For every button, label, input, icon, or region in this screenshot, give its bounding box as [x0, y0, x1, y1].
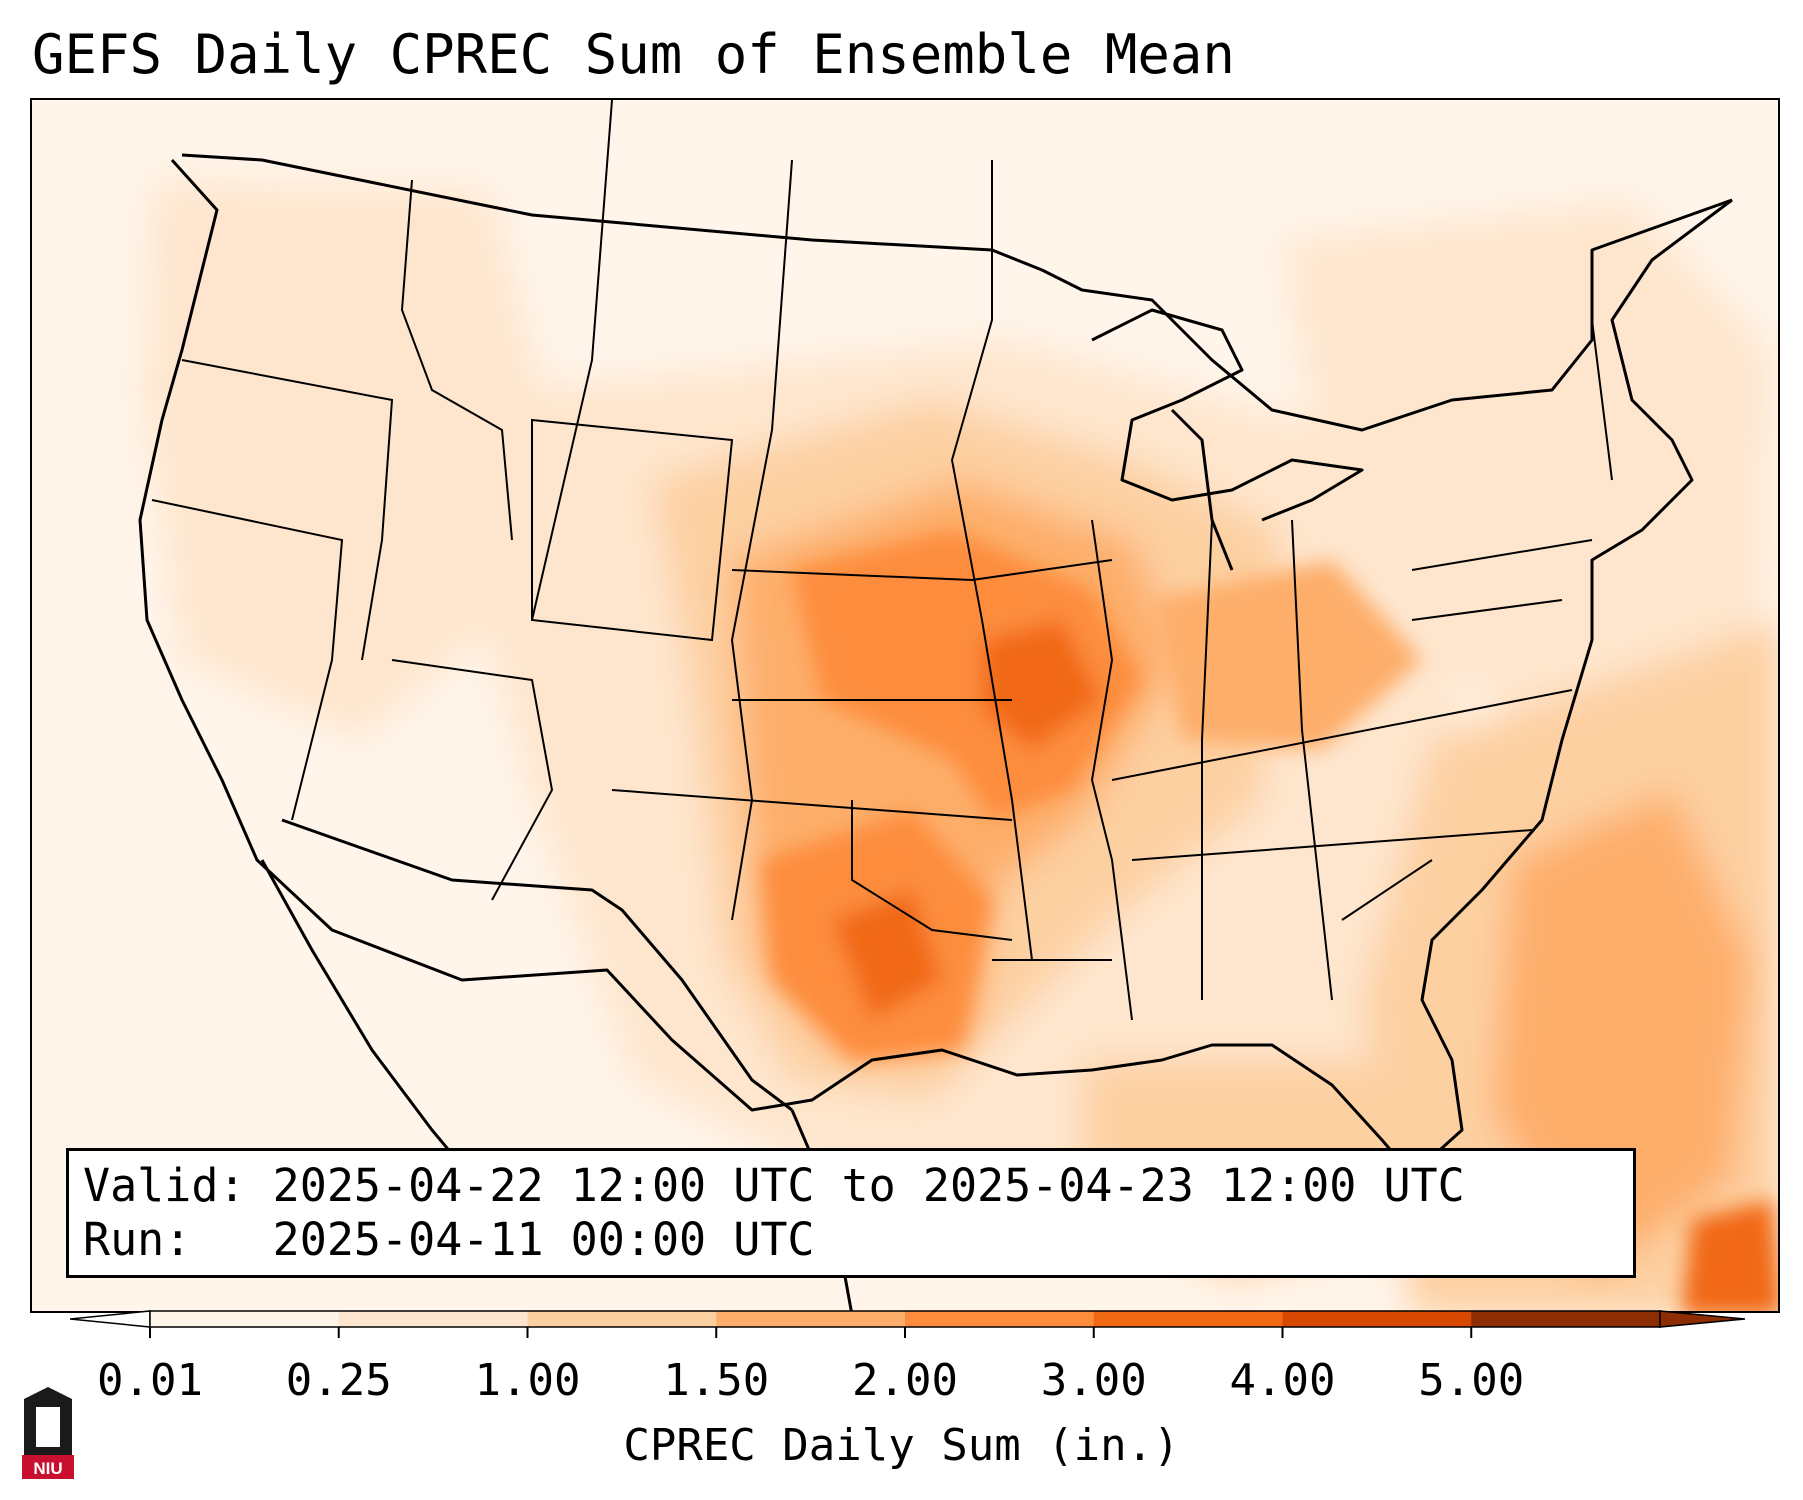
run-label: Run: — [83, 1213, 192, 1266]
precip-light-west — [142, 180, 552, 740]
border-e-8 — [1591, 319, 1613, 481]
colorbar-segment — [716, 1311, 906, 1327]
logo-tower-window — [36, 1407, 60, 1447]
precip-core — [762, 530, 1778, 1311]
border-e-4 — [1111, 689, 1573, 781]
border-e-5 — [1131, 829, 1533, 861]
colorbar-segment — [527, 1311, 717, 1327]
border-e-2 — [1201, 519, 1213, 1000]
precip-core-ohio — [1152, 560, 1422, 750]
colorbar-min-extend — [70, 1310, 151, 1328]
border-w-1 — [181, 359, 394, 661]
colorbar-segment — [905, 1311, 1095, 1327]
colorbar-segment — [1471, 1311, 1661, 1327]
precipitation-map — [30, 98, 1780, 1313]
border-e-7 — [1411, 599, 1563, 621]
border-m-1 — [531, 100, 613, 621]
precip-peak-missouri — [982, 620, 1102, 750]
colorbar-tick-label: 3.00 — [1040, 1355, 1147, 1406]
chart-title: GEFS Daily CPREC Sum of Ensemble Mean — [32, 23, 1235, 86]
logo-banner — [22, 1455, 74, 1479]
border-m-4 — [731, 559, 1113, 582]
us-coastline — [138, 158, 1733, 1177]
border-e-1 — [1090, 519, 1133, 1021]
colorbar-tick-label: 0.25 — [285, 1355, 392, 1406]
colorbar-tick-label: 4.00 — [1229, 1355, 1336, 1406]
logo-text: NIU — [33, 1459, 62, 1478]
colorbar-segments — [149, 1310, 1661, 1328]
colorbar-segment — [1282, 1311, 1472, 1327]
colorbar-tick-label: 2.00 — [852, 1355, 958, 1406]
colorbar-max-extend — [1659, 1310, 1746, 1328]
colorbar-tick-label: 5.00 — [1418, 1355, 1525, 1406]
boundaries — [138, 153, 1733, 1311]
precip-light-east — [1282, 200, 1772, 740]
border-e-6 — [1411, 539, 1593, 571]
border-m-6 — [611, 789, 1013, 821]
border-e-3 — [1291, 519, 1333, 1001]
border-w-4 — [531, 418, 734, 642]
colorbar-label: CPREC Daily Sum (in.) — [623, 1420, 1180, 1471]
precip-peak-oklahoma — [832, 890, 942, 1020]
run-value: 2025-04-11 00:00 UTC — [272, 1213, 815, 1266]
colorbar-segment — [338, 1311, 528, 1327]
border-e-9 — [1341, 859, 1433, 921]
colorbar-tick-label: 1.50 — [663, 1355, 770, 1406]
state-borders — [151, 100, 1613, 1021]
colorbar-segment — [1093, 1311, 1283, 1327]
precip-core-midwest — [792, 530, 1142, 820]
valid-run-box: Valid: 2025-04-22 12:00 UTC to 2025-04-2… — [66, 1148, 1636, 1278]
colorbar — [70, 1310, 1746, 1338]
great-lakes-michigan — [1170, 408, 1234, 571]
border-w-3 — [400, 179, 513, 541]
niu-logo: NIU — [22, 1387, 74, 1479]
border-m-8 — [851, 800, 1013, 941]
mexico-border — [281, 818, 793, 1112]
canada-border — [181, 153, 1733, 432]
colorbar-tick-label: 0.01 — [97, 1355, 203, 1406]
colorbar-ticks — [149, 1327, 1473, 1338]
colorbar-segment — [150, 1311, 340, 1327]
border-w-2 — [151, 499, 344, 821]
valid-value: 2025-04-22 12:00 UTC to 2025-04-23 12:00… — [272, 1159, 1465, 1212]
colorbar-tick-label: 1.00 — [474, 1355, 581, 1406]
border-w-5 — [391, 659, 554, 901]
border-m-3 — [950, 160, 1033, 961]
map-canvas — [32, 100, 1778, 1311]
precip-peak-caribbean — [1682, 1200, 1778, 1311]
border-m-2 — [730, 159, 793, 921]
great-lakes — [1091, 308, 1364, 522]
valid-label: Valid: — [83, 1159, 246, 1212]
